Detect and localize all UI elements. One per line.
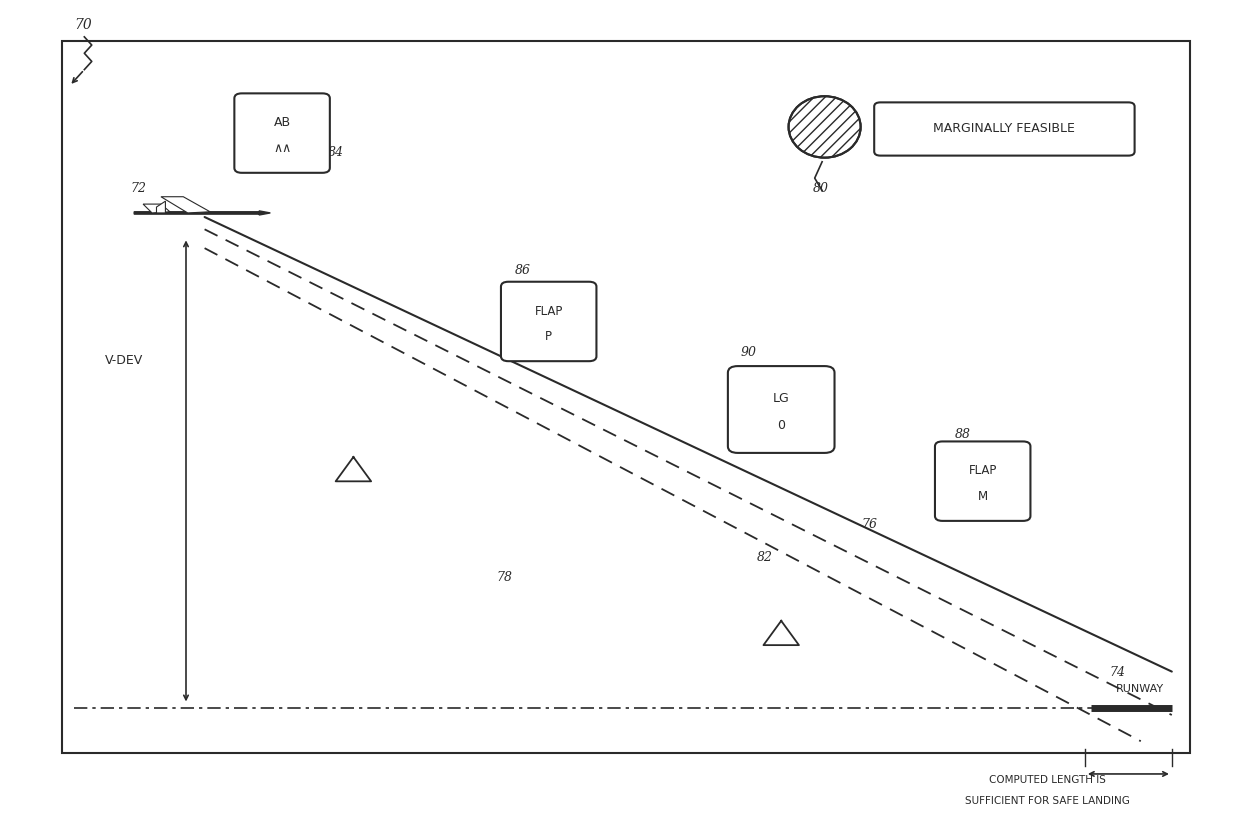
FancyBboxPatch shape [728, 366, 835, 453]
Text: 82: 82 [756, 551, 773, 564]
Text: V-DEV: V-DEV [105, 354, 144, 367]
Text: COMPUTED LENGTH IS: COMPUTED LENGTH IS [990, 775, 1106, 785]
Text: AB: AB [274, 116, 290, 129]
Bar [62, 41, 1190, 753]
Polygon shape [143, 204, 170, 213]
Text: 86: 86 [515, 265, 531, 278]
Text: 90: 90 [740, 346, 756, 360]
Text: 78: 78 [496, 572, 512, 585]
Text: 76: 76 [862, 518, 878, 532]
Text: M: M [977, 490, 988, 503]
FancyBboxPatch shape [874, 102, 1135, 156]
Text: ∧∧: ∧∧ [273, 142, 291, 155]
FancyArrow shape [134, 210, 270, 215]
Text: FLAP: FLAP [534, 305, 563, 318]
Ellipse shape [789, 97, 861, 157]
Polygon shape [161, 197, 210, 213]
Text: 70: 70 [74, 17, 92, 32]
Text: MARGINALLY FEASIBLE: MARGINALLY FEASIBLE [934, 123, 1075, 135]
FancyBboxPatch shape [501, 282, 596, 361]
FancyBboxPatch shape [234, 93, 330, 173]
Text: RUNWAY: RUNWAY [1116, 684, 1164, 694]
Text: P: P [546, 330, 552, 343]
FancyBboxPatch shape [935, 441, 1030, 521]
Text: 80: 80 [813, 183, 828, 196]
Text: SUFFICIENT FOR SAFE LANDING: SUFFICIENT FOR SAFE LANDING [966, 796, 1130, 806]
Text: 0: 0 [777, 419, 785, 432]
Polygon shape [156, 201, 165, 213]
Text: FLAP: FLAP [968, 464, 997, 477]
Text: LG: LG [773, 392, 790, 405]
Text: 72: 72 [130, 183, 146, 196]
Text: 84: 84 [327, 146, 343, 159]
Text: 74: 74 [1110, 666, 1126, 679]
Text: 88: 88 [955, 428, 971, 441]
